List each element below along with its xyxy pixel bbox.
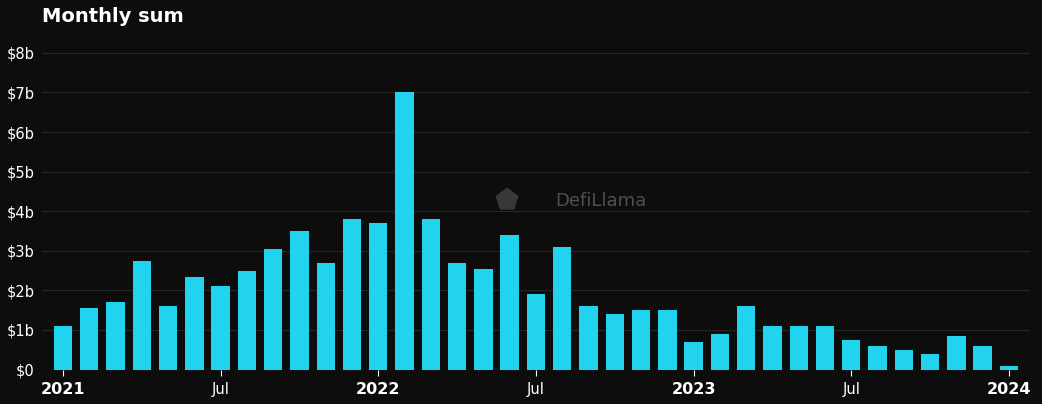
- Bar: [763, 326, 782, 370]
- Text: DefiLlama: DefiLlama: [555, 192, 647, 210]
- Bar: [212, 286, 230, 370]
- Bar: [605, 314, 624, 370]
- Bar: [973, 346, 992, 370]
- Bar: [553, 247, 571, 370]
- Bar: [685, 342, 702, 370]
- Bar: [264, 249, 282, 370]
- Bar: [816, 326, 835, 370]
- Bar: [947, 336, 966, 370]
- Bar: [737, 306, 755, 370]
- Bar: [999, 366, 1018, 370]
- Bar: [54, 326, 72, 370]
- Bar: [895, 350, 913, 370]
- Text: ⬟: ⬟: [494, 187, 518, 215]
- Bar: [579, 306, 598, 370]
- Bar: [369, 223, 388, 370]
- Bar: [238, 271, 256, 370]
- Bar: [317, 263, 334, 370]
- Bar: [921, 354, 939, 370]
- Bar: [527, 295, 545, 370]
- Bar: [868, 346, 887, 370]
- Bar: [291, 231, 308, 370]
- Bar: [106, 302, 125, 370]
- Bar: [80, 308, 98, 370]
- Bar: [842, 340, 861, 370]
- Text: Monthly sum: Monthly sum: [42, 7, 183, 26]
- Bar: [790, 326, 808, 370]
- Bar: [158, 306, 177, 370]
- Bar: [343, 219, 362, 370]
- Bar: [659, 310, 676, 370]
- Bar: [395, 93, 414, 370]
- Bar: [711, 334, 729, 370]
- Bar: [500, 235, 519, 370]
- Bar: [185, 276, 203, 370]
- Bar: [631, 310, 650, 370]
- Bar: [422, 219, 440, 370]
- Bar: [474, 269, 493, 370]
- Bar: [448, 263, 467, 370]
- Bar: [132, 261, 151, 370]
